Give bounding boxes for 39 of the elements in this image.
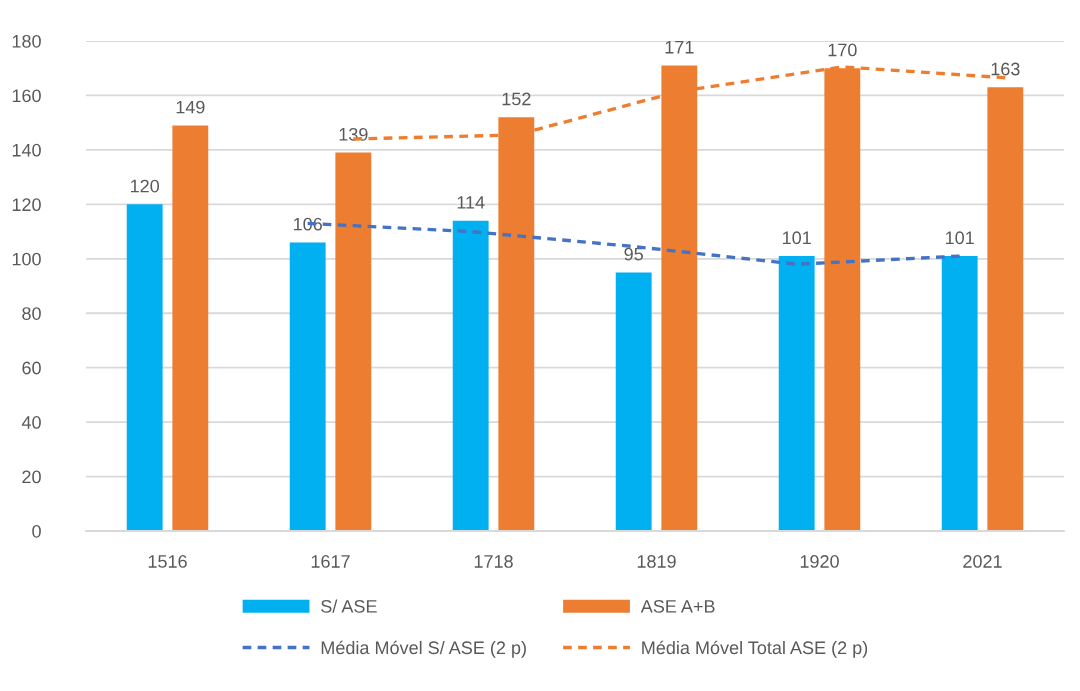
data-label: 114 (457, 196, 485, 209)
x-tick-label: 1718 (474, 555, 513, 568)
bar (335, 152, 372, 531)
y-tick-label: 0 (32, 524, 41, 538)
data-label: 171 (665, 41, 694, 54)
x-tick-label: 2021 (963, 555, 1002, 568)
legend-label: Média Móvel S/ ASE (2 p) (321, 640, 526, 658)
y-tick-label: 120 (12, 198, 41, 212)
x-tick-label: 1819 (637, 555, 676, 568)
y-tick-label: 20 (22, 470, 41, 484)
data-label: 170 (828, 43, 857, 57)
data-label: 152 (502, 92, 531, 106)
data-label: 101 (783, 231, 811, 245)
bar (126, 204, 163, 531)
bar (615, 272, 652, 531)
data-label: 120 (131, 179, 160, 193)
data-label: 163 (991, 62, 1020, 76)
y-tick-label: 80 (22, 307, 41, 320)
data-label: 95 (624, 247, 643, 261)
data-label: 149 (176, 100, 205, 114)
y-tick-label: 160 (12, 89, 41, 103)
legend-label: Média Móvel Total ASE (2 p) (642, 640, 868, 658)
y-tick-label: 40 (21, 416, 41, 429)
x-tick-label: 1920 (800, 555, 839, 568)
y-tick-label: 100 (12, 252, 41, 266)
x-tick-label: 1516 (148, 555, 187, 568)
bar (987, 87, 1024, 531)
bar (289, 242, 326, 531)
bar (941, 256, 978, 531)
bar (778, 256, 815, 531)
bar (452, 220, 489, 531)
legend-label: ASE A+B (640, 599, 715, 613)
y-tick-label: 140 (12, 143, 41, 157)
y-tick-label: 180 (12, 34, 41, 48)
data-label: 101 (946, 231, 974, 245)
y-tick-label: 60 (22, 361, 41, 375)
x-tick-label: 1617 (311, 555, 350, 568)
legend-label: S/ ASE (321, 599, 377, 613)
bar (172, 125, 209, 531)
